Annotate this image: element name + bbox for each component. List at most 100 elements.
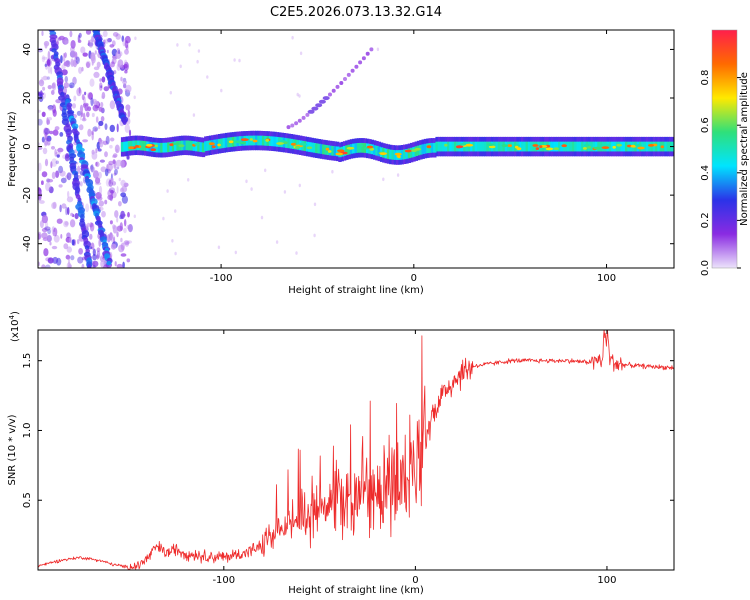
band-core — [305, 141, 310, 152]
band-peak — [276, 142, 284, 145]
speckle-dot — [234, 250, 237, 255]
speckle-dot — [99, 141, 104, 148]
rise-dot — [328, 92, 332, 97]
y-tick-label: -20 — [22, 187, 33, 203]
rise-dot — [354, 64, 359, 69]
band-core — [497, 141, 502, 152]
speckle-dot — [66, 207, 70, 215]
speckle-dot — [66, 232, 71, 239]
band-core — [317, 143, 321, 154]
band-core — [391, 150, 395, 160]
speckle-dot — [220, 88, 223, 93]
band-core — [410, 147, 414, 158]
band-core — [248, 135, 252, 146]
speckle-dot — [116, 123, 119, 133]
band-core — [525, 141, 529, 152]
colorbar-label: Normalized spectral amplitude — [739, 72, 750, 226]
speckle-dot — [41, 111, 46, 118]
speckle-dot — [121, 195, 128, 204]
band-core — [620, 141, 624, 152]
speckle-dot — [126, 224, 131, 230]
colorbar-frame — [711, 29, 738, 269]
band-core — [449, 141, 453, 152]
speckle-dot — [64, 154, 70, 162]
band-core — [354, 143, 358, 153]
rise-dot — [301, 115, 306, 120]
speckle-dot — [38, 162, 42, 172]
band-core — [527, 141, 532, 152]
speckle-dot — [107, 38, 112, 43]
speckle-dot — [124, 40, 129, 49]
speckle-dot — [51, 171, 56, 179]
speckle-dot — [120, 179, 126, 187]
speckle-dot — [103, 86, 110, 92]
speckle-dot — [104, 151, 108, 158]
speckle-dot — [103, 39, 106, 45]
spectrogram-streaks — [48, 30, 129, 268]
speckle-dot — [97, 124, 101, 130]
band-core — [278, 137, 282, 147]
band-core — [400, 149, 405, 160]
band-peak — [612, 145, 616, 149]
band-core — [345, 145, 349, 155]
band-core — [553, 141, 557, 152]
band-core — [144, 141, 148, 151]
speckle-dot — [81, 117, 87, 122]
speckle-dot — [70, 212, 74, 217]
band-core — [213, 139, 217, 150]
speckle-dot — [51, 82, 56, 89]
streak-dot — [106, 261, 112, 266]
band-core — [433, 142, 437, 153]
speckle-dot — [82, 139, 88, 143]
speckle-dot — [55, 170, 60, 178]
speckle-dot — [114, 210, 119, 218]
band-peak — [240, 138, 249, 142]
spectrogram-xlabel: Height of straight line (km) — [288, 285, 424, 296]
band-core — [393, 150, 398, 160]
band-core — [451, 141, 455, 152]
band-core — [442, 141, 446, 152]
speckle-dot — [122, 80, 128, 85]
x-tick-label: 0 — [411, 273, 417, 284]
band-core — [127, 141, 132, 151]
speckle-dot — [94, 50, 97, 55]
snr-panel: -100 0 100 0.5 1.0 1.5 Height of straight li… — [7, 311, 675, 596]
band-peak — [459, 143, 467, 146]
snr-scale-label: (x104) — [8, 311, 21, 342]
speckle-dot — [72, 51, 78, 58]
speckle-dot — [60, 177, 67, 184]
speckle-dot — [58, 165, 64, 174]
speckle-dot — [47, 257, 54, 264]
band-core — [571, 141, 576, 152]
band-peak — [637, 146, 645, 150]
speckle-dot — [38, 195, 42, 201]
speckle-dot — [96, 247, 101, 252]
band-core — [162, 142, 166, 153]
speckle-dot — [47, 105, 54, 110]
band-peak — [366, 145, 374, 149]
y-tick-label: 0 — [22, 143, 33, 149]
speckle-dot — [46, 117, 49, 125]
band-core — [160, 142, 164, 153]
band-core — [169, 142, 173, 152]
rise-dot — [365, 51, 370, 56]
band-core — [206, 140, 210, 151]
speckle-dot — [98, 200, 105, 207]
speckle-dot — [106, 49, 109, 54]
band-core — [426, 143, 430, 154]
speckle-dot — [103, 264, 109, 268]
band-core — [377, 146, 381, 157]
speckle-dot — [38, 233, 41, 240]
speckle-dot — [238, 58, 241, 63]
band-core — [555, 141, 560, 152]
band-peak — [379, 152, 388, 156]
speckle-dot — [113, 172, 117, 176]
speckle-dot — [41, 30, 44, 36]
speckle-dot — [99, 78, 102, 82]
colorbar-tick-label: 0.2 — [700, 212, 711, 228]
band-peak — [327, 150, 332, 153]
speckle-dot — [166, 189, 169, 193]
speckle-dot — [72, 103, 76, 109]
speckle-dot — [96, 254, 99, 260]
speckle-dot — [45, 264, 51, 268]
